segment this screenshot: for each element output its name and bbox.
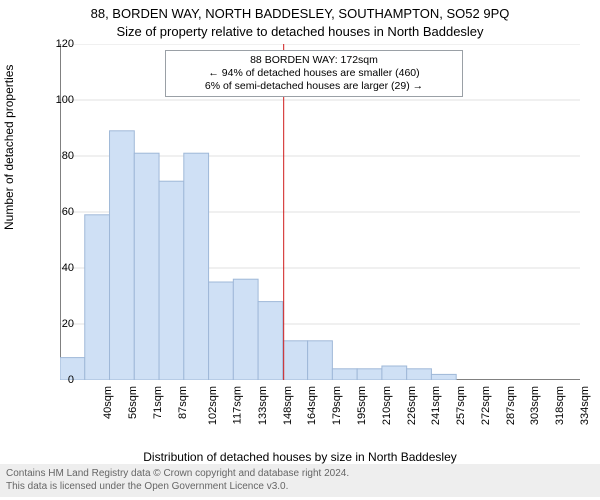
x-tick-label: 40sqm xyxy=(102,386,114,419)
license-footer: Contains HM Land Registry data © Crown c… xyxy=(0,464,600,497)
histogram-bar xyxy=(233,279,258,380)
x-tick-label: 318sqm xyxy=(554,386,566,425)
histogram-bar xyxy=(382,366,407,380)
x-tick-label: 56sqm xyxy=(127,386,139,419)
x-tick-label: 334sqm xyxy=(579,386,591,425)
annotation-line3: 6% of semi-detached houses are larger (2… xyxy=(174,80,454,93)
annotation-line1: 88 BORDEN WAY: 172sqm xyxy=(174,54,454,67)
histogram-bar xyxy=(332,369,357,380)
histogram-bar xyxy=(209,282,234,380)
annotation-box: 88 BORDEN WAY: 172sqm ← 94% of detached … xyxy=(165,50,463,97)
x-tick-label: 287sqm xyxy=(505,386,517,425)
y-tick-label: 20 xyxy=(62,318,74,330)
x-tick-label: 241sqm xyxy=(430,386,442,425)
x-tick-label: 257sqm xyxy=(455,386,467,425)
y-tick-label: 120 xyxy=(56,38,74,50)
histogram-bar xyxy=(159,181,184,380)
y-axis-label: Number of detached properties xyxy=(2,65,16,230)
x-tick-label: 179sqm xyxy=(331,386,343,425)
histogram-bar xyxy=(357,369,382,380)
histogram-bar xyxy=(184,153,209,380)
x-tick-label: 133sqm xyxy=(257,386,269,425)
chart-title-main: 88, BORDEN WAY, NORTH BADDESLEY, SOUTHAM… xyxy=(0,6,600,21)
histogram-bar xyxy=(407,369,432,380)
x-tick-label: 272sqm xyxy=(480,386,492,425)
histogram-bar xyxy=(431,374,456,380)
x-tick-label: 102sqm xyxy=(208,386,220,425)
histogram-bar xyxy=(308,341,333,380)
x-tick-label: 226sqm xyxy=(406,386,418,425)
y-tick-label: 80 xyxy=(62,150,74,162)
chart-title-sub: Size of property relative to detached ho… xyxy=(0,24,600,39)
y-tick-label: 60 xyxy=(62,206,74,218)
x-tick-label: 71sqm xyxy=(152,386,164,419)
x-tick-label: 164sqm xyxy=(307,386,319,425)
x-tick-label: 117sqm xyxy=(232,386,244,424)
x-tick-label: 195sqm xyxy=(356,386,368,425)
x-tick-label: 210sqm xyxy=(381,386,393,425)
x-tick-label: 87sqm xyxy=(177,386,189,419)
license-line1: Contains HM Land Registry data © Crown c… xyxy=(6,468,594,481)
histogram-bar xyxy=(85,215,110,380)
histogram-bar xyxy=(134,153,159,380)
histogram-bar xyxy=(258,302,283,380)
histogram-bar xyxy=(110,131,135,380)
license-line2: This data is licensed under the Open Gov… xyxy=(6,481,594,494)
x-tick-label: 148sqm xyxy=(282,386,294,425)
chart-container: 88, BORDEN WAY, NORTH BADDESLEY, SOUTHAM… xyxy=(0,0,600,500)
y-tick-label: 100 xyxy=(56,94,74,106)
y-tick-label: 40 xyxy=(62,262,74,274)
y-tick-label: 0 xyxy=(68,374,74,386)
x-tick-label: 303sqm xyxy=(529,386,541,425)
histogram-bar xyxy=(283,341,308,380)
annotation-line2: ← 94% of detached houses are smaller (46… xyxy=(174,67,454,80)
x-axis-label: Distribution of detached houses by size … xyxy=(0,450,600,464)
